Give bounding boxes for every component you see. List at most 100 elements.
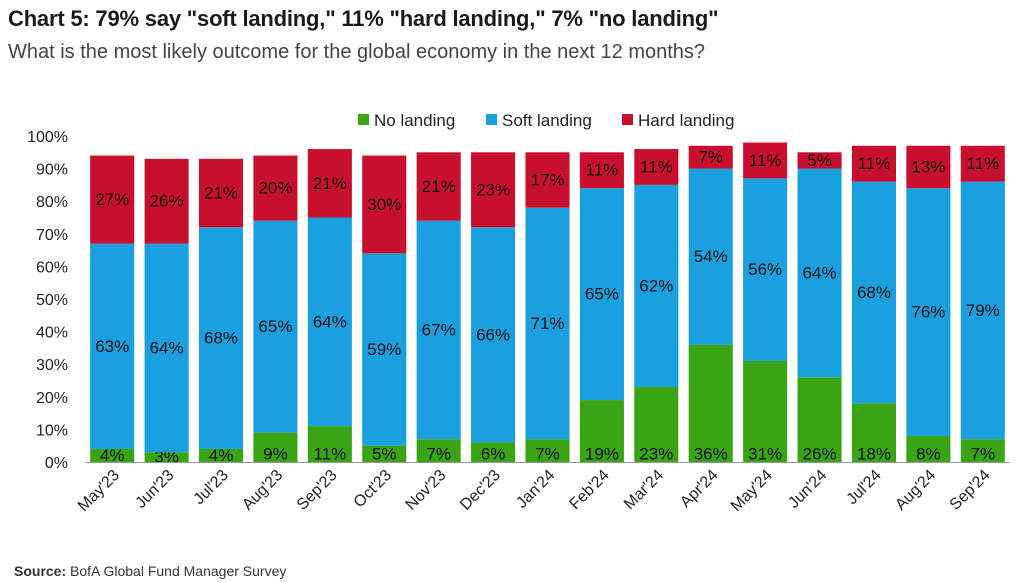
- y-tick-label: 70%: [36, 227, 68, 244]
- bar-segment-no-landing: [851, 403, 897, 462]
- bar-segment-hard-landing: [743, 142, 788, 179]
- data-label-hard-landing: 11%: [858, 154, 891, 173]
- bar-segment-hard-landing: [90, 155, 135, 244]
- data-label-no-landing: 4%: [209, 446, 234, 465]
- y-tick-label: 100%: [27, 129, 68, 146]
- bar-segment-hard-landing: [416, 152, 461, 221]
- data-label-no-landing: 26%: [803, 445, 837, 464]
- bar-segment-hard-landing: [688, 145, 733, 169]
- data-label-no-landing: 9%: [263, 445, 288, 464]
- bar-segment-no-landing: [960, 439, 1005, 462]
- data-label-hard-landing: 26%: [150, 192, 184, 211]
- legend-label-no-landing: No landing: [374, 111, 455, 130]
- x-tick-label: Jul'23: [191, 467, 232, 508]
- chart-subtitle: What is the most likely outcome for the …: [8, 41, 706, 63]
- y-tick-label: 40%: [36, 325, 68, 342]
- data-label-hard-landing: 17%: [530, 171, 564, 190]
- source-label: Source:: [14, 563, 67, 579]
- bar-segment-soft-landing: [960, 181, 1005, 440]
- source-note: Source: BofA Global Fund Manager Survey: [14, 563, 286, 579]
- legend-swatch-soft-landing: [486, 114, 497, 125]
- y-tick-label: 0%: [45, 455, 68, 472]
- x-tick-label: Sep'23: [294, 467, 341, 514]
- data-label-hard-landing: 7%: [698, 148, 723, 167]
- bar-segment-soft-landing: [307, 217, 352, 427]
- data-label-soft-landing: 59%: [367, 340, 401, 359]
- data-label-hard-landing: 21%: [313, 174, 347, 193]
- data-label-hard-landing: 20%: [258, 179, 292, 198]
- data-label-soft-landing: 64%: [313, 312, 347, 331]
- bar-segment-hard-landing: [525, 152, 570, 208]
- x-tick-label: Apr'24: [677, 467, 721, 511]
- bar-segment-no-landing: [144, 452, 189, 462]
- y-tick-label: 90%: [36, 162, 68, 179]
- bar-segment-no-landing: [906, 435, 951, 462]
- data-label-soft-landing: 63%: [95, 337, 129, 356]
- data-label-no-landing: 7%: [535, 445, 560, 464]
- bar-segment-hard-landing: [198, 158, 244, 228]
- y-tick-label: 20%: [36, 390, 68, 407]
- data-label-no-landing: 7%: [426, 445, 451, 464]
- bar-segment-soft-landing: [743, 178, 788, 361]
- data-label-soft-landing: 54%: [694, 247, 728, 266]
- x-tick-label: Aug'23: [239, 467, 286, 514]
- data-label-no-landing: 11%: [313, 445, 346, 464]
- data-label-hard-landing: 13%: [911, 157, 945, 176]
- data-label-hard-landing: 30%: [367, 195, 401, 214]
- legend-swatch-hard-landing: [622, 114, 633, 125]
- legend-swatch-no-landing: [358, 114, 369, 125]
- data-label-soft-landing: 62%: [639, 276, 673, 295]
- bar-segment-hard-landing: [906, 145, 951, 189]
- x-tick-label: Dec'23: [457, 467, 504, 514]
- x-tick-label: Jun'23: [132, 467, 177, 512]
- bar-segment-hard-landing: [144, 158, 189, 244]
- bar-segment-no-landing: [253, 432, 298, 462]
- data-label-soft-landing: 65%: [585, 285, 619, 304]
- x-tick-label: May'24: [728, 467, 776, 515]
- data-label-hard-landing: 5%: [807, 151, 832, 170]
- data-label-no-landing: 8%: [916, 445, 941, 464]
- bar-segment-no-landing: [198, 448, 244, 462]
- bar-segment-no-landing: [797, 377, 842, 462]
- bar-segment-soft-landing: [579, 188, 624, 401]
- bar-segment-soft-landing: [851, 181, 897, 404]
- x-tick-label: Feb'24: [566, 467, 612, 513]
- bar-segment-hard-landing: [634, 149, 679, 185]
- bar-segment-soft-landing: [362, 253, 407, 446]
- data-label-hard-landing: 11%: [966, 154, 999, 173]
- x-tick-label: May'23: [75, 467, 123, 515]
- data-label-no-landing: 5%: [372, 445, 397, 464]
- data-label-no-landing: 18%: [857, 445, 891, 464]
- data-label-no-landing: 19%: [585, 445, 619, 464]
- data-label-no-landing: 7%: [971, 445, 996, 464]
- bar-segment-no-landing: [688, 344, 733, 462]
- x-tick-label: Jan'24: [513, 467, 558, 512]
- bar-segment-no-landing: [525, 439, 570, 462]
- data-label-soft-landing: 64%: [150, 338, 184, 357]
- bar-segment-hard-landing: [797, 152, 842, 169]
- bar-segment-no-landing: [90, 448, 135, 462]
- bar-segment-hard-landing: [960, 145, 1005, 182]
- data-label-soft-landing: 56%: [748, 260, 782, 279]
- bar-segment-hard-landing: [851, 145, 897, 182]
- bar-segment-soft-landing: [253, 220, 298, 433]
- data-label-soft-landing: 76%: [911, 303, 945, 322]
- data-label-soft-landing: 68%: [857, 283, 891, 302]
- x-tick-label: Jul'24: [844, 467, 885, 508]
- bar-segment-hard-landing: [579, 152, 624, 189]
- bar-segment-soft-landing: [525, 207, 570, 440]
- bar-segment-no-landing: [743, 360, 788, 462]
- data-label-hard-landing: 23%: [476, 180, 510, 199]
- bar-segment-no-landing: [579, 400, 624, 462]
- data-label-no-landing: 4%: [100, 446, 125, 465]
- data-label-soft-landing: 67%: [422, 320, 456, 339]
- data-label-no-landing: 31%: [748, 445, 782, 464]
- bar-segment-soft-landing: [144, 243, 189, 453]
- bar-segment-soft-landing: [634, 184, 679, 388]
- y-tick-label: 10%: [36, 422, 68, 439]
- data-label-no-landing: 3%: [154, 448, 179, 467]
- data-label-soft-landing: 64%: [803, 263, 837, 282]
- legend-label-hard-landing: Hard landing: [638, 111, 734, 130]
- bar-segment-no-landing: [471, 442, 516, 462]
